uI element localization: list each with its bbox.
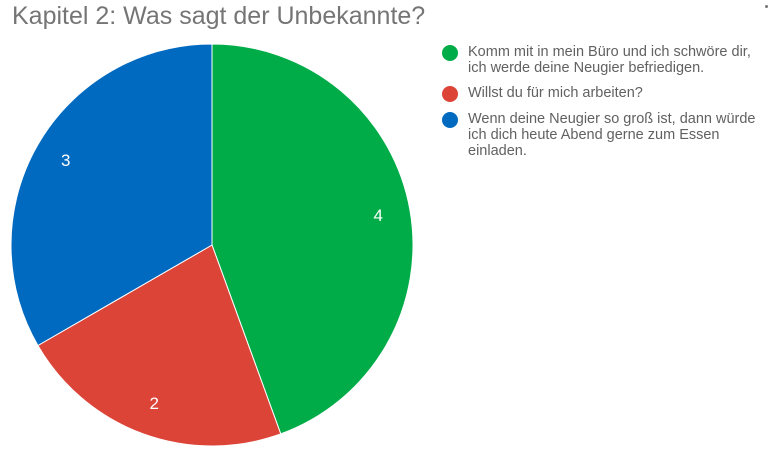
- more-options-icon[interactable]: [765, 5, 768, 8]
- legend-item-2[interactable]: Willst du für mich arbeiten?: [442, 85, 764, 102]
- data-label-2: 2: [150, 394, 159, 413]
- legend: Komm mit in mein Büro und ich schwöre di…: [442, 44, 764, 168]
- data-label-3: 3: [61, 151, 70, 170]
- pie-chart: 4 2 3: [10, 43, 414, 447]
- pie-data-labels: 4 2 3: [61, 151, 383, 413]
- legend-label-2: Willst du für mich arbeiten?: [468, 85, 643, 101]
- legend-item-1[interactable]: Komm mit in mein Büro und ich schwöre di…: [442, 44, 764, 76]
- pie-slices: [10, 43, 414, 447]
- legend-swatch-2: [442, 86, 458, 102]
- pie-slice-3[interactable]: [10, 43, 213, 347]
- pie-slice-2[interactable]: [37, 244, 282, 447]
- legend-label-3: Wenn deine Neugier so groß ist, dann wür…: [468, 111, 756, 159]
- legend-label-1: Komm mit in mein Büro und ich schwöre di…: [468, 44, 751, 76]
- legend-item-3[interactable]: Wenn deine Neugier so groß ist, dann wür…: [442, 111, 764, 159]
- legend-swatch-1: [442, 45, 458, 61]
- data-label-1: 4: [374, 206, 383, 225]
- legend-swatch-3: [442, 112, 458, 128]
- chart-title: Kapitel 2: Was sagt der Unbekannte?: [12, 2, 426, 30]
- pie-slice-1[interactable]: [211, 43, 414, 435]
